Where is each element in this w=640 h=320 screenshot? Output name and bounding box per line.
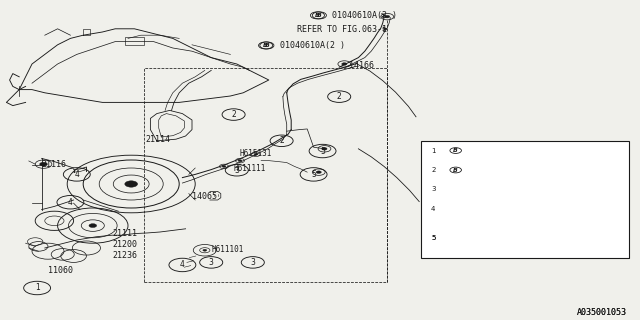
Circle shape xyxy=(40,162,47,166)
Text: A035001053: A035001053 xyxy=(577,308,627,317)
Circle shape xyxy=(322,148,327,150)
Text: B: B xyxy=(263,43,268,48)
Text: 5: 5 xyxy=(320,147,325,156)
Text: 010406250(2 ): 010406250(2 ) xyxy=(467,146,536,155)
Text: B: B xyxy=(453,167,458,172)
Text: 4: 4 xyxy=(180,260,185,269)
Text: 14065: 14065 xyxy=(192,192,217,201)
Text: 11060: 11060 xyxy=(48,266,73,275)
Text: 01040812G(2 ): 01040812G(2 ) xyxy=(467,165,536,174)
Text: 3: 3 xyxy=(209,258,214,267)
Text: 5: 5 xyxy=(431,235,435,241)
Circle shape xyxy=(342,63,347,65)
Text: (9310-    ): (9310- ) xyxy=(545,244,602,252)
Circle shape xyxy=(125,181,138,187)
Text: 14166: 14166 xyxy=(349,61,374,70)
Text: 21200: 21200 xyxy=(112,240,137,249)
Text: H615131: H615131 xyxy=(240,149,273,158)
Text: 21116: 21116 xyxy=(42,160,67,169)
Bar xyxy=(421,141,629,258)
Text: 01040610A(2 ): 01040610A(2 ) xyxy=(280,41,345,50)
Text: B: B xyxy=(317,13,322,18)
Text: H611111: H611111 xyxy=(234,164,266,173)
Circle shape xyxy=(222,165,226,167)
Text: 5: 5 xyxy=(311,170,316,179)
Text: 1: 1 xyxy=(431,148,436,154)
Text: 4: 4 xyxy=(74,170,79,179)
Text: F91801: F91801 xyxy=(452,185,483,194)
Text: 01040610A(2 ): 01040610A(2 ) xyxy=(332,11,397,20)
Text: 3: 3 xyxy=(431,187,436,192)
Circle shape xyxy=(385,15,390,18)
Text: (    -9309): ( -9309) xyxy=(545,224,602,233)
Circle shape xyxy=(203,249,207,251)
Text: 3: 3 xyxy=(234,166,239,175)
Text: B: B xyxy=(264,43,269,48)
Circle shape xyxy=(316,171,321,173)
Bar xyxy=(125,37,144,45)
Text: 1: 1 xyxy=(35,284,40,292)
Text: 5: 5 xyxy=(431,235,435,241)
Text: 3: 3 xyxy=(250,258,255,267)
Text: 2: 2 xyxy=(431,167,435,173)
Text: A10693: A10693 xyxy=(452,204,483,213)
Text: 4: 4 xyxy=(431,206,435,212)
Text: 4: 4 xyxy=(68,198,73,207)
Text: F92006: F92006 xyxy=(452,224,483,233)
Circle shape xyxy=(254,153,258,155)
Circle shape xyxy=(89,224,97,228)
Text: B: B xyxy=(453,148,458,153)
Text: A035001053: A035001053 xyxy=(577,308,627,317)
Circle shape xyxy=(238,160,242,162)
Text: 2: 2 xyxy=(337,92,342,101)
Text: 21236: 21236 xyxy=(112,252,137,260)
Text: 2: 2 xyxy=(279,136,284,145)
Text: 21114: 21114 xyxy=(146,135,171,144)
Text: 2: 2 xyxy=(231,110,236,119)
Text: F92209: F92209 xyxy=(452,244,483,252)
Bar xyxy=(144,68,387,282)
Text: H611101: H611101 xyxy=(211,245,244,254)
Text: 21111: 21111 xyxy=(112,229,137,238)
Text: B: B xyxy=(315,13,320,18)
Text: REFER TO FIG.063-1: REFER TO FIG.063-1 xyxy=(297,25,387,34)
